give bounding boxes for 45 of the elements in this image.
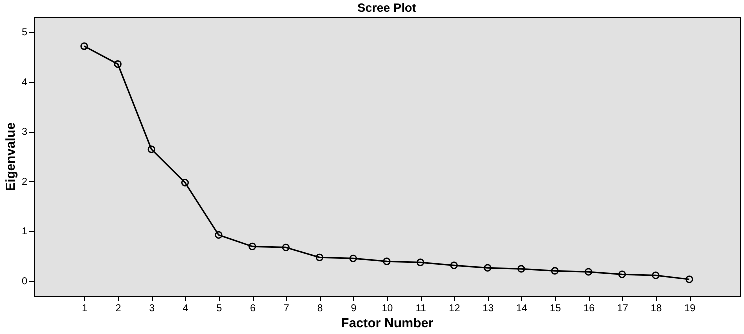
point [450,262,458,270]
y-axis-title: Eigenvalue [2,122,18,192]
y-tick-label: 4 [22,77,28,88]
point [114,60,122,68]
x-tick-label: 8 [317,304,324,314]
y-tick-label: 5 [22,27,28,38]
point [215,231,223,240]
x-tick-label: 7 [284,304,290,314]
point [584,268,593,276]
x-tick-label: 11 [416,304,427,314]
x-tick-label: 5 [216,304,223,314]
point [518,265,526,273]
x-tick-label: 15 [550,304,562,314]
x-tick-label: 1 [82,304,88,314]
point [484,264,492,272]
x-tick-label: 18 [650,304,662,314]
x-tick-label: 13 [482,304,494,314]
y-tick-label: 0 [22,276,28,288]
chart-title: Scree Plot [358,1,416,15]
y-tick-label: 2 [22,176,28,188]
x-tick-label: 9 [351,304,358,314]
x-tick-label: 6 [250,304,256,314]
point [383,258,391,266]
point [652,272,660,280]
x-tick-label: 17 [617,304,629,314]
x-tick-label: 19 [684,304,696,314]
point [316,254,324,262]
x-axis-title: Factor Number [341,316,434,330]
point [416,258,424,266]
point [248,242,256,250]
x-tick-label: 4 [183,304,190,314]
x-tick-label: 2 [116,304,122,314]
point [350,254,358,262]
point [282,244,290,252]
point [148,146,156,154]
x-tick-label: 16 [584,304,596,314]
point [618,270,626,278]
y-tick-label: 3 [22,127,28,138]
point [181,179,190,187]
x-tick-label: 14 [516,304,528,314]
x-tick-label: 3 [149,304,156,314]
x-tick-label: 10 [382,304,394,314]
point [551,267,559,275]
x-tick-label: 12 [449,304,461,314]
y-tick-label: 1 [22,226,28,238]
